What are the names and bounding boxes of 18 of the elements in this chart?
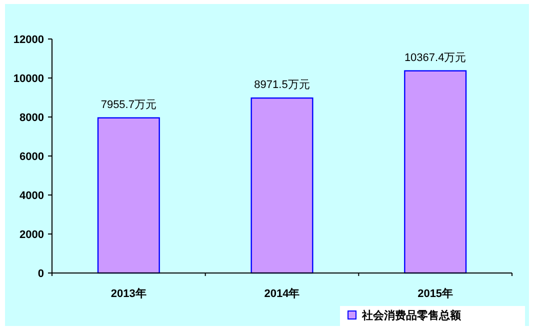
y-tick-label: 2000 bbox=[20, 229, 44, 241]
y-tick-label: 10000 bbox=[13, 73, 44, 85]
y-tick-label: 12000 bbox=[13, 34, 44, 46]
data-label: 8971.5万元 bbox=[254, 79, 310, 92]
y-tick-label: 4000 bbox=[20, 190, 44, 202]
y-tick-label: 6000 bbox=[20, 151, 44, 163]
x-tick-label: 2014年 bbox=[264, 287, 300, 300]
bar bbox=[97, 117, 160, 274]
y-tick-label: 0 bbox=[38, 268, 44, 280]
y-tick-label: 8000 bbox=[20, 112, 44, 124]
x-tick-label: 2013年 bbox=[110, 287, 146, 300]
data-label: 10367.4万元 bbox=[404, 52, 466, 64]
bar bbox=[250, 97, 314, 274]
legend: 社会消费品零售总额 bbox=[340, 306, 525, 326]
bar bbox=[404, 70, 467, 274]
x-tick-label: 2015年 bbox=[418, 287, 454, 300]
legend-label: 社会消费品零售总额 bbox=[361, 309, 462, 322]
data-label: 7955.7万元 bbox=[100, 98, 156, 111]
